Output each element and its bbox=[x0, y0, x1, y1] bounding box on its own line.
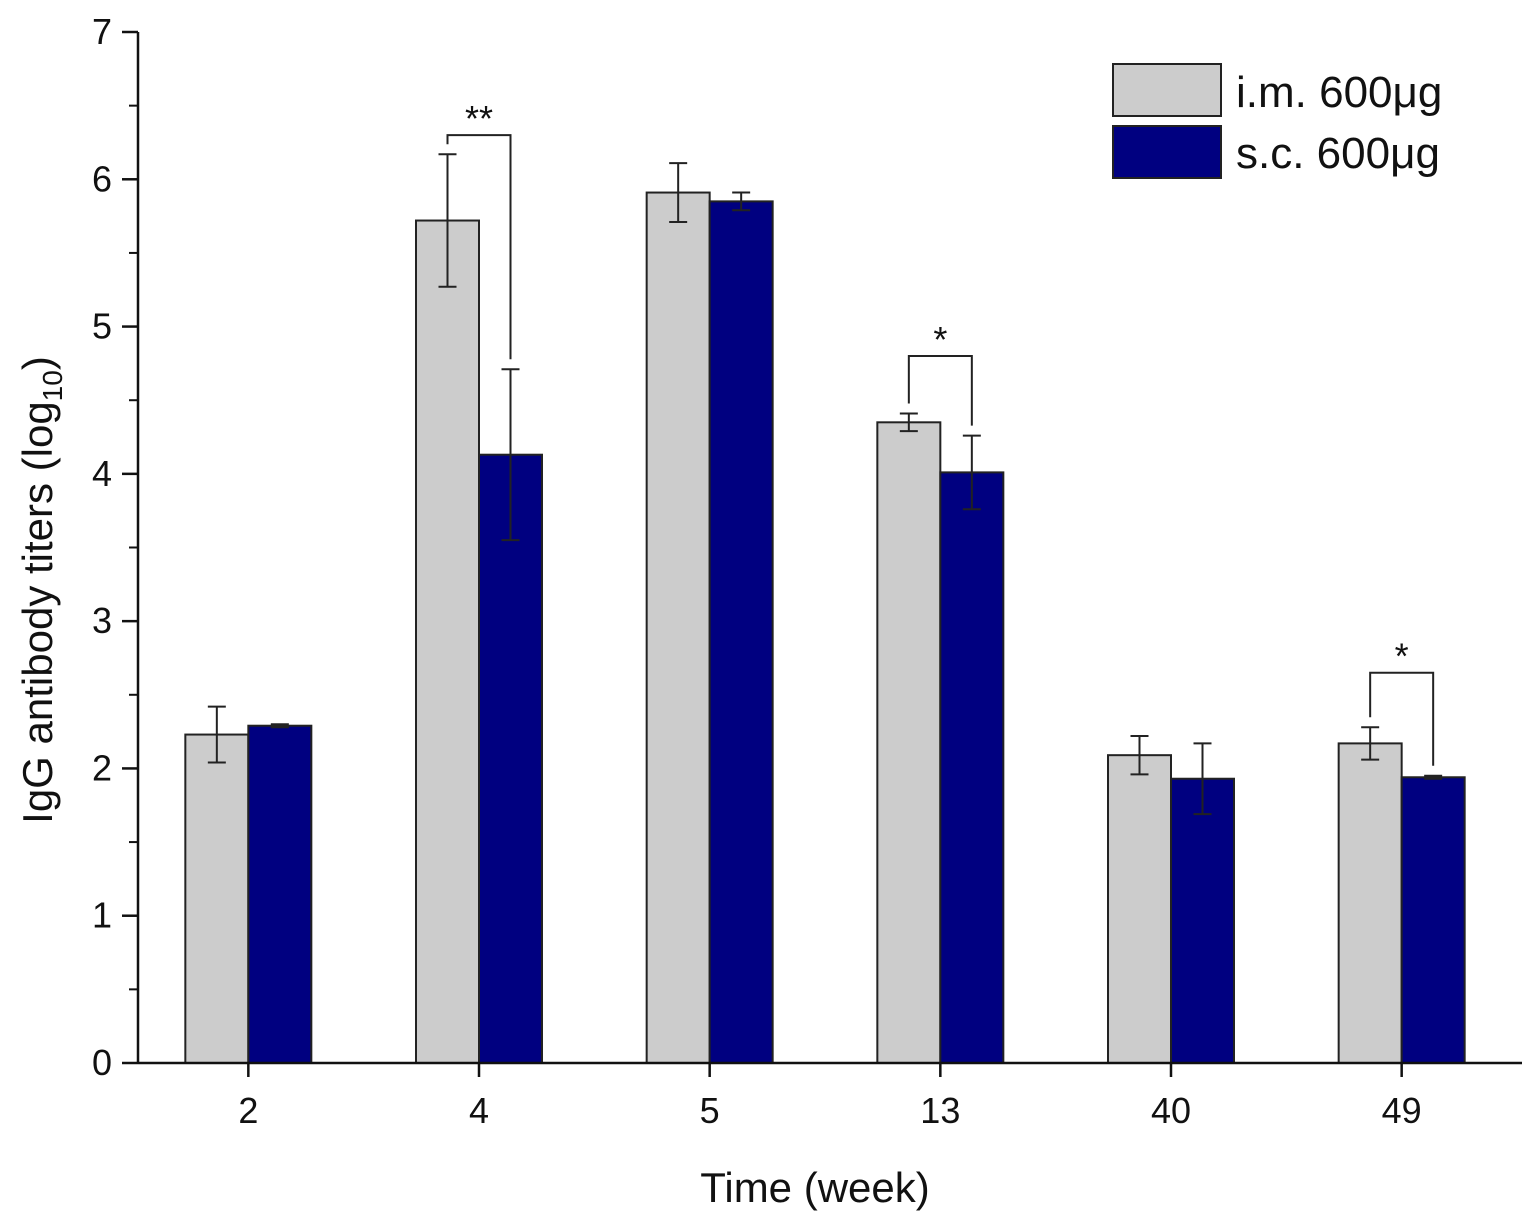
significance-annotations: **** bbox=[446, 98, 1435, 766]
significance-label: ** bbox=[465, 98, 493, 139]
legend-label-im: i.m. 600μg bbox=[1236, 68, 1442, 117]
x-tick-label: 2 bbox=[238, 1090, 258, 1131]
y-axis-title-subscript: 10 bbox=[37, 370, 68, 401]
axes bbox=[136, 32, 1522, 1065]
bar-im bbox=[184, 733, 250, 1064]
bar-im bbox=[1337, 742, 1403, 1064]
y-axis-title-main: IgG antibody titers (log bbox=[14, 401, 61, 824]
y-tick-label: 0 bbox=[92, 1042, 112, 1083]
bar-im bbox=[1107, 754, 1172, 1064]
bar-sc bbox=[1170, 777, 1235, 1064]
bar-im bbox=[415, 219, 480, 1065]
bar-sc bbox=[478, 453, 543, 1064]
significance-label: * bbox=[933, 319, 947, 360]
y-tick-label: 7 bbox=[92, 11, 112, 52]
significance-bracket bbox=[446, 134, 512, 360]
bar-sc bbox=[708, 200, 774, 1064]
legend: i.m. 600μg s.c. 600μg bbox=[1112, 63, 1442, 179]
bar-sc bbox=[1400, 776, 1466, 1064]
x-axis-title: Time (week) bbox=[700, 1164, 929, 1211]
y-axis-title: IgG antibody titers (log10) bbox=[14, 356, 68, 824]
bar-im bbox=[876, 421, 942, 1064]
plot-area bbox=[184, 153, 1466, 1065]
x-tick-label: 40 bbox=[1151, 1090, 1191, 1131]
x-ticks: 2 4 5 13 40 49 bbox=[238, 1063, 1422, 1131]
y-tick-label: 6 bbox=[92, 158, 112, 199]
y-tick-label: 3 bbox=[92, 600, 112, 641]
bar-sc bbox=[247, 724, 313, 1064]
y-tick-label: 2 bbox=[92, 747, 112, 788]
y-tick-label: 1 bbox=[92, 895, 112, 936]
x-tick-label: 5 bbox=[700, 1090, 720, 1131]
y-ticks: 0 1 2 3 4 5 6 7 bbox=[92, 11, 138, 1083]
significance-bracket bbox=[1369, 671, 1435, 766]
y-tick-label: 4 bbox=[92, 453, 112, 494]
legend-swatch-im bbox=[1112, 63, 1222, 117]
x-tick-label: 4 bbox=[469, 1090, 489, 1131]
significance-label: * bbox=[1395, 636, 1409, 677]
significance-bracket bbox=[907, 355, 973, 426]
legend-label-sc: s.c. 600μg bbox=[1236, 129, 1440, 178]
legend-swatch-sc bbox=[1112, 125, 1222, 179]
x-tick-label: 49 bbox=[1382, 1090, 1422, 1131]
y-axis-title-close: ) bbox=[14, 356, 61, 370]
y-tick-label: 5 bbox=[92, 306, 112, 347]
bar-sc bbox=[939, 471, 1005, 1064]
bar-im bbox=[645, 191, 711, 1064]
x-tick-label: 13 bbox=[920, 1090, 960, 1131]
